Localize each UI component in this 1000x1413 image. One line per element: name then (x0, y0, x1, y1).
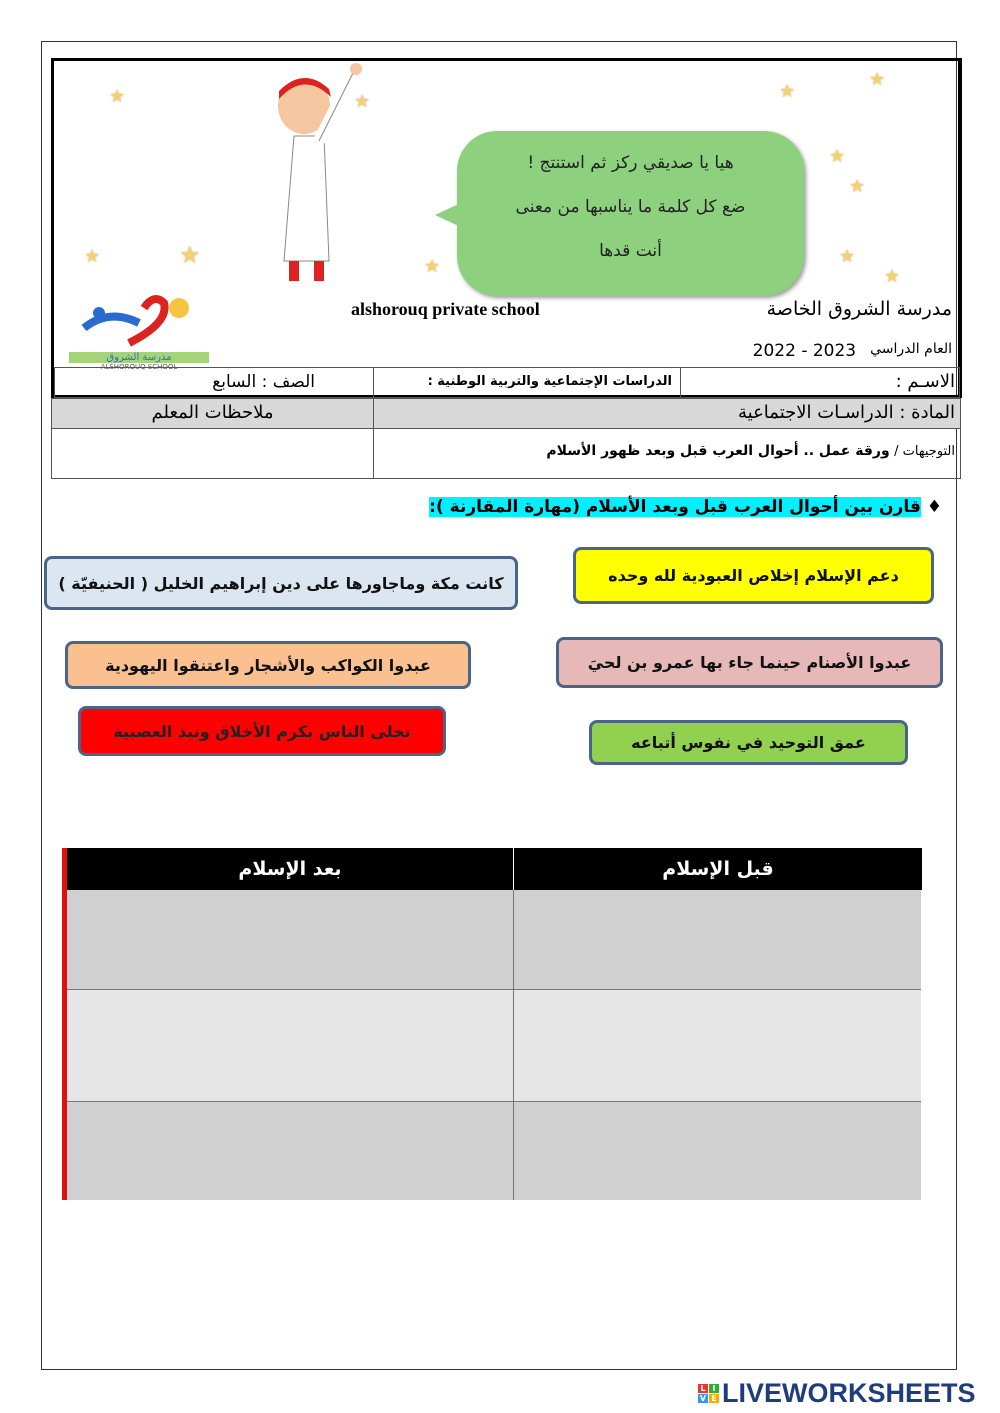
teacher-notes-header: ملاحظات المعلم (51, 398, 374, 429)
directions-text: ورقة عمل .. أحوال العرب قبل وبعد ظهور ال… (546, 443, 890, 459)
star-icon: ★ (884, 266, 901, 287)
star-icon: ★ (779, 81, 796, 102)
speech-bubble: هيا يا صديقي ركز ثم استنتج ! ضع كل كلمة … (435, 131, 804, 296)
drop-cell-before[interactable] (513, 990, 922, 1101)
star-icon: ★ (839, 246, 856, 267)
drop-cell-after[interactable] (67, 1102, 513, 1200)
school-logo: مدرسة الشروق ALSHOROUQ SCHOOL (69, 293, 209, 373)
star-icon: ★ (84, 246, 101, 267)
header-after-islam: بعد الإسلام (67, 848, 513, 890)
boy-character-illustration (278, 63, 362, 281)
table-row (67, 990, 921, 1102)
lws-brand-text: LIVEWORKSHEETS (722, 1378, 976, 1408)
star-icon: ★ (109, 86, 126, 107)
bubble-line: هيا يا صديقي ركز ثم استنتج ! (527, 153, 734, 173)
grade-field: الصف : السابع (54, 367, 374, 398)
drop-cell-after[interactable] (67, 890, 513, 989)
star-icon: ★ (829, 146, 846, 167)
answer-card[interactable]: عمق التوحيد في نفوس أتباعه (589, 720, 908, 765)
header-box: ★ ★ ★ ★ ★ ★ ★ ★ ★ ★ ★ ★ ★ هيا يا صديقي ر… (51, 58, 962, 398)
answer-card[interactable]: عبدوا الكواكب والأشجار واعتنقوا اليهودية (65, 641, 471, 689)
star-icon: ★ (849, 176, 866, 197)
name-field[interactable]: الاسـم : (680, 367, 960, 398)
table-row (67, 1102, 921, 1200)
teacher-notes-field[interactable] (51, 428, 374, 479)
star-icon: ★ (869, 69, 886, 90)
school-name-ar: مدرسة الشروق الخاصة (766, 298, 952, 320)
drop-cell-after[interactable] (67, 990, 513, 1101)
school-name-en: alshorouq private school (351, 299, 540, 319)
logo-text-ar: مدرسة الشروق (69, 352, 209, 363)
comparison-table: قبل الإسلام بعد الإسلام (62, 848, 922, 1200)
bubble-line: ضع كل كلمة ما يناسبها من معنى (515, 197, 746, 217)
answer-card[interactable]: تحلى الناس بكرم الأخلاق ونبذ العصبية (78, 706, 446, 756)
diamond-bullet-icon: ♦ (920, 497, 942, 517)
answer-card[interactable]: كانت مكة وماجاورها على دين إبراهيم الخلي… (44, 556, 518, 610)
drop-cell-before[interactable] (513, 890, 922, 989)
star-icon: ★ (179, 241, 201, 269)
subject-row: المادة : الدراسـات الاجتماعية (373, 398, 961, 429)
question-instruction: ♦ قارن بين أحوال العرب قبل وبعد الأسلام … (429, 497, 942, 517)
year-label: العام الدراسي (870, 341, 952, 357)
subject-field: الدراسات الإجتماعية والتربية الوطنية : (373, 367, 681, 398)
academic-year: العام الدراسي 2022 - 2023 (753, 341, 952, 361)
bubble-line: أنت قدها (599, 241, 662, 261)
question-text: قارن بين أحوال العرب قبل وبعد الأسلام (م… (429, 497, 921, 517)
answer-card[interactable]: دعم الإسلام إخلاص العبودية لله وحده (573, 547, 934, 604)
worksheet-page (41, 41, 957, 1370)
drop-cell-before[interactable] (513, 1102, 922, 1200)
table-row (67, 890, 921, 990)
directions-row: التوجيهات / ورقة عمل .. أحوال العرب قبل … (373, 428, 961, 479)
year-value: 2022 - 2023 (752, 341, 857, 361)
directions-label: التوجيهات / (894, 444, 955, 459)
answer-card[interactable]: عبدوا الأصنام حينما جاء بها عمرو بن لحيَ (556, 637, 943, 688)
star-icon: ★ (424, 256, 441, 277)
star-icon: ★ (354, 91, 371, 112)
header-before-islam: قبل الإسلام (513, 848, 922, 890)
